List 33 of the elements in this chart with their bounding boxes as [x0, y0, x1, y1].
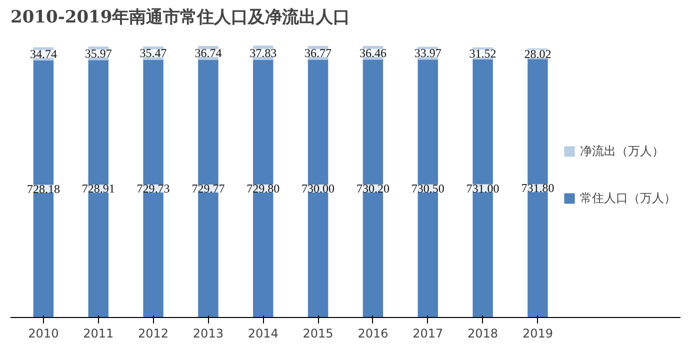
chart-title: 2010-2019年南通市常住人口及净流出人口: [10, 8, 350, 28]
data-label: 730.00: [302, 181, 335, 196]
data-label: 31.52: [469, 46, 496, 60]
data-label: 729.77: [192, 181, 225, 196]
legend-label: 净流出（万人）: [580, 142, 664, 160]
data-label: 729.73: [136, 181, 170, 196]
x-tick-label: 2018: [468, 326, 498, 340]
data-label: 731.80: [521, 181, 554, 196]
data-label: 36.46: [359, 46, 386, 60]
data-label: 35.97: [84, 46, 112, 60]
x-tick-label: 2017: [412, 326, 444, 340]
data-label: 36.74: [194, 46, 222, 60]
data-label: 728.18: [26, 182, 60, 196]
data-label: 33.97: [414, 46, 442, 60]
x-tick-label: 2013: [192, 326, 224, 340]
x-tick-label: 2019: [522, 326, 553, 340]
data-label: 730.20: [356, 181, 390, 196]
x-tick-label: 2010: [28, 326, 59, 340]
x-tick-label: 2016: [358, 326, 388, 340]
data-label: 729.80: [246, 181, 280, 196]
data-label: 28.02: [524, 46, 552, 61]
data-label: 731.00: [466, 181, 500, 196]
data-label: 730.50: [411, 181, 444, 196]
x-tick-label: 2015: [302, 326, 334, 340]
data-label: 37.83: [250, 46, 277, 60]
data-label: 35.47: [140, 46, 167, 60]
x-tick-label: 2012: [138, 326, 169, 340]
x-tick-label: 2011: [83, 326, 114, 340]
legend-label: 常住人口（万人）: [580, 190, 676, 206]
data-label: 728.91: [82, 182, 115, 196]
data-label: 34.74: [30, 46, 57, 61]
data-label: 36.77: [304, 46, 332, 60]
x-tick-label: 2014: [248, 326, 278, 340]
